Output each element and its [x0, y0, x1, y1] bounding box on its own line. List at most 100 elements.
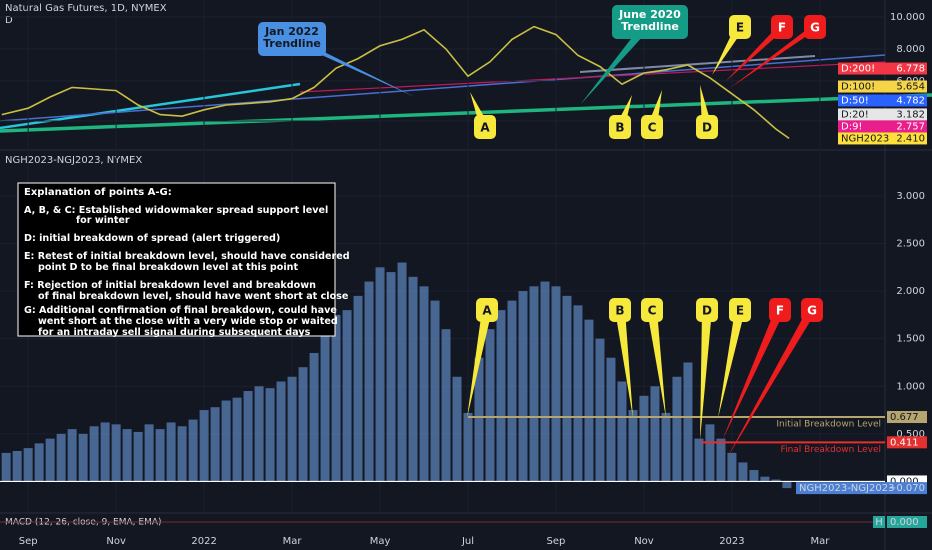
- bar: [617, 381, 627, 482]
- marker-label: G: [807, 304, 817, 318]
- bar: [705, 424, 715, 482]
- bar: [474, 357, 484, 482]
- bar: [78, 433, 88, 482]
- marker-box: [641, 298, 663, 322]
- marker-box: [729, 298, 751, 322]
- bar: [89, 426, 99, 482]
- bar: [232, 397, 242, 482]
- bar: [45, 438, 55, 482]
- price-tag-value: 4.782: [896, 95, 925, 106]
- level-tag-label: 0.411: [890, 437, 919, 448]
- marker-box: [729, 15, 751, 39]
- callout-text: June 2020: [618, 8, 681, 21]
- bar: [507, 300, 517, 482]
- bar: [298, 367, 308, 482]
- price-tag: [838, 120, 927, 133]
- marker-tail: [727, 310, 817, 458]
- marker-label: E: [736, 304, 744, 318]
- bar: [518, 291, 528, 482]
- bar: [309, 352, 319, 482]
- bar: [738, 462, 748, 482]
- bar: [397, 262, 407, 482]
- bar: [67, 429, 77, 482]
- marker-tail: [725, 27, 787, 82]
- price-tag-name: D:20!: [841, 109, 869, 120]
- trendline: [579, 55, 816, 73]
- bar: [485, 329, 495, 482]
- price-interval: D: [5, 15, 13, 26]
- level-tag: [887, 411, 927, 424]
- callout-box: [612, 5, 688, 39]
- price-title: Natural Gas Futures, 1D, NYMEX: [5, 3, 167, 14]
- marker-box: [696, 298, 718, 322]
- last-tag-name: NGH2023-NGJ2023: [799, 483, 894, 494]
- bar: [133, 431, 143, 482]
- explanation-line: A, B, & C: Established widowmaker spread…: [24, 205, 328, 216]
- bar: [265, 388, 275, 482]
- bar: [122, 429, 132, 482]
- marker-label: D: [702, 304, 712, 318]
- bar: [342, 310, 352, 482]
- bar: [144, 424, 154, 482]
- level-name: Final Breakdown Level: [781, 445, 881, 455]
- bar: [595, 338, 605, 482]
- zero-tag-label: 0.000: [890, 476, 919, 487]
- marker-label: A: [482, 304, 492, 318]
- explanation-line: G: Additional confirmation of final brea…: [24, 305, 337, 316]
- marker-box: [801, 298, 823, 322]
- marker-box: [474, 115, 496, 139]
- price-tag-name: D:9!: [841, 121, 862, 132]
- bar: [254, 386, 264, 482]
- bar: [243, 391, 253, 482]
- bar: [771, 479, 781, 482]
- macd-tag-value: 0.000: [890, 517, 919, 528]
- x-tick-label: Sep: [19, 536, 38, 547]
- explanation-line: for an intraday sell signal during subse…: [38, 327, 311, 338]
- marker-tail: [730, 27, 820, 88]
- marker-tail: [722, 310, 785, 441]
- bar: [210, 407, 220, 482]
- marker-label: A: [480, 121, 490, 135]
- bar: [672, 376, 682, 482]
- bar: [760, 476, 770, 482]
- bar: [452, 376, 462, 482]
- bar: [650, 386, 660, 482]
- x-tick-label: Sep: [547, 536, 566, 547]
- bar: [12, 450, 22, 482]
- bar: [551, 286, 561, 482]
- bar: [111, 424, 121, 482]
- bar: [430, 300, 440, 482]
- marker-label: B: [615, 121, 624, 135]
- last-tag: [796, 482, 927, 495]
- callout-text: Jan 2022: [264, 25, 319, 38]
- marker-label: C: [648, 304, 657, 318]
- marker-label: F: [778, 21, 786, 35]
- bar: [23, 448, 33, 482]
- y-tick-label: 1.500: [896, 334, 925, 345]
- bar: [683, 362, 693, 482]
- bar: [419, 286, 429, 482]
- marker-tail: [615, 310, 633, 418]
- price-tag: [838, 62, 927, 75]
- bar: [716, 438, 726, 482]
- callout-text: Trendline: [621, 20, 679, 33]
- bar: [727, 452, 737, 482]
- price-tag-name: D:100!: [841, 82, 875, 93]
- price-tag: [838, 80, 927, 93]
- bar: [353, 295, 363, 482]
- bar: [364, 281, 374, 482]
- marker-tail: [467, 310, 492, 418]
- y-tick-label: 10.000: [890, 12, 925, 23]
- callout-tail: [580, 22, 656, 105]
- macd-tag-key: [873, 516, 885, 528]
- bar: [661, 412, 671, 482]
- spread-title: NGH2023-NGJ2023, NYMEX: [5, 155, 142, 166]
- bar: [221, 400, 231, 482]
- explanation-line: point D to be final breakdown level at t…: [38, 262, 298, 273]
- marker-label: F: [776, 304, 784, 318]
- bar: [463, 412, 473, 482]
- bar: [639, 395, 649, 482]
- level-tag: [887, 436, 927, 449]
- y-tick-label: 3.000: [896, 191, 925, 202]
- bar: [749, 470, 759, 482]
